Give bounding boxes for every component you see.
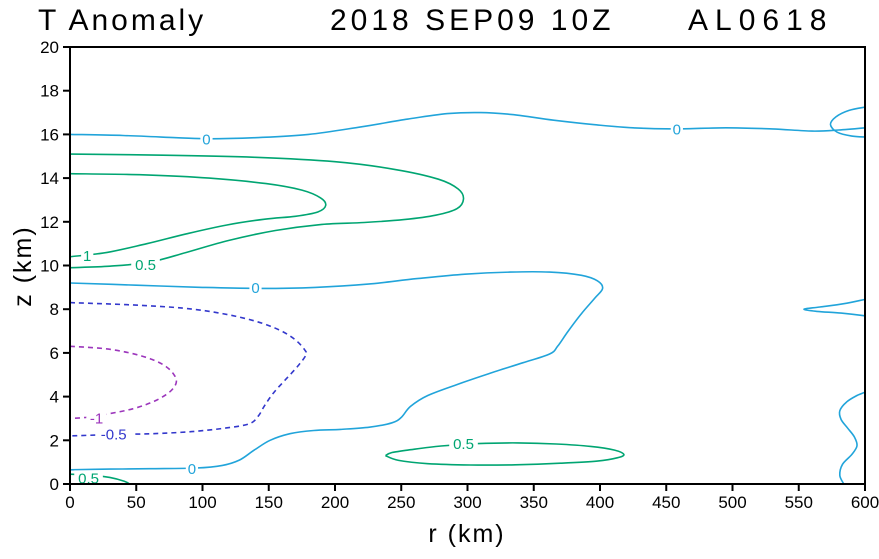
contour-line-one-upper: [69, 172, 327, 258]
contour-line-zero-top: [69, 111, 866, 140]
x-tick-label: 0: [65, 493, 74, 512]
x-tick-label: 250: [387, 493, 415, 512]
contour-line-neg-one: [69, 345, 178, 420]
x-tick-label: 300: [453, 493, 481, 512]
y-tick-label: 14: [40, 169, 59, 188]
contour-lines-group: [69, 106, 866, 485]
contour-line-zero-mid: [69, 270, 604, 471]
contour-line-half-low-ellipse: [385, 442, 625, 466]
x-tick-label: 350: [520, 493, 548, 512]
contour-label-mask: [249, 279, 262, 295]
x-tick-label: 500: [718, 493, 746, 512]
contour-label-mask: [185, 460, 198, 476]
contour-label-mask: [86, 410, 107, 426]
y-tick-label: 20: [40, 38, 59, 57]
contour-label-mask: [95, 426, 133, 442]
x-tick-label: 200: [321, 493, 349, 512]
y-tick-label: 16: [40, 125, 59, 144]
x-axis-label: r (km): [428, 520, 506, 548]
contour-line-zero-right-low: [838, 391, 866, 485]
x-tick-label: 450: [652, 493, 680, 512]
x-tick-label: 50: [127, 493, 146, 512]
contour-label-zero-mid: 0: [188, 461, 196, 478]
y-tick-label: 8: [50, 300, 59, 319]
plot-title-datetime: 2018 SEP09 10Z: [330, 4, 615, 37]
x-tick-label: 100: [188, 493, 216, 512]
contour-label-mask: [670, 121, 683, 137]
plot-title-storm-id: AL0618: [688, 4, 834, 37]
contour-label-mask: [74, 470, 103, 486]
x-tick-label: 600: [851, 493, 879, 512]
contour-label-neg-one: -1: [90, 411, 103, 428]
x-tick-label: 150: [255, 493, 283, 512]
contour-label-half-low-ellipse: 0.5: [453, 436, 474, 453]
plot-title-variable: T Anomaly: [38, 4, 207, 37]
contour-line-neg-half: [69, 301, 308, 437]
x-tick-label: 400: [586, 493, 614, 512]
contour-label-one-upper: 1: [83, 248, 91, 265]
y-tick-label: 12: [40, 213, 59, 232]
y-tick-label: 4: [50, 388, 59, 407]
y-tick-label: 0: [50, 475, 59, 494]
contour-line-zero-right-mid: [803, 298, 866, 317]
contour-label-mask: [81, 248, 94, 264]
y-tick-label: 18: [40, 82, 59, 101]
contour-line-half-upper: [69, 153, 465, 269]
y-tick-label: 2: [50, 431, 59, 450]
x-tick-label: 550: [785, 493, 813, 512]
contour-label-zero-top: 0: [202, 131, 210, 148]
y-tick-label: 6: [50, 344, 59, 363]
y-tick-label: 10: [40, 257, 59, 276]
contour-label-zero-mid: 0: [251, 280, 259, 297]
contour-line-zero-right-top: [829, 106, 866, 138]
contour-label-neg-half: -0.5: [101, 427, 127, 444]
contour-label-mask: [200, 131, 213, 147]
contour-label-mask: [449, 435, 478, 451]
contour-label-mask: [131, 256, 160, 272]
contour-label-half-upper: 0.5: [135, 257, 156, 274]
contour-label-zero-top: 0: [673, 121, 681, 138]
